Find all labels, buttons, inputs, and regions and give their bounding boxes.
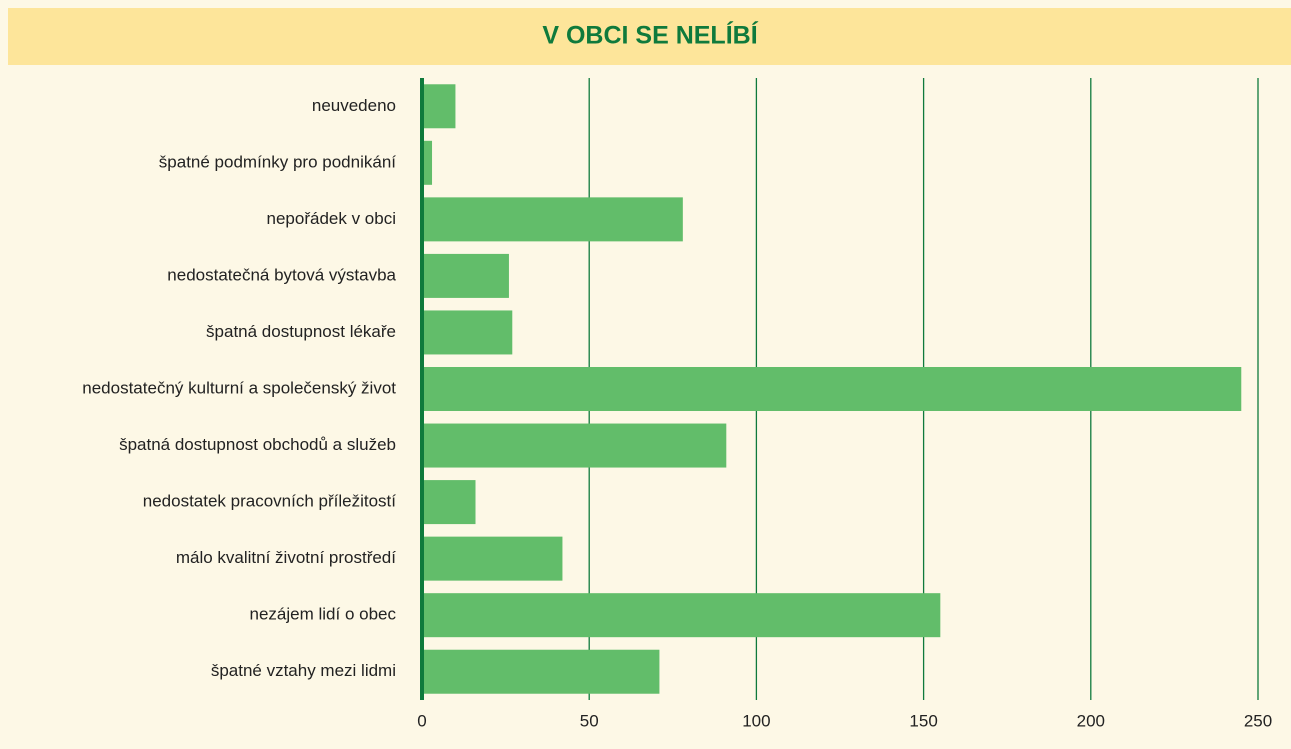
y-tick-label: nezájem lidí o obec — [250, 605, 397, 624]
y-tick-label: nedostatečný kulturní a společenský živo… — [82, 378, 396, 397]
bar — [422, 480, 476, 525]
y-tick-label: málo kvalitní životní prostředí — [176, 548, 396, 567]
bar — [422, 84, 456, 129]
bar — [422, 536, 563, 581]
bar — [422, 140, 433, 185]
y-tick-label: nedostatek pracovních příležitostí — [143, 492, 397, 511]
bar — [422, 310, 513, 355]
x-tick-label: 100 — [742, 711, 770, 730]
y-tick-label: nepořádek v obci — [267, 209, 396, 228]
y-tick-label: nedostatečná bytová výstavba — [167, 265, 396, 284]
x-tick-label: 0 — [417, 711, 426, 730]
y-tick-label: špatná dostupnost lékaře — [206, 322, 396, 341]
bar — [422, 253, 509, 298]
chart-title: V OBCI SE NELÍBÍ — [542, 21, 758, 50]
bar — [422, 593, 941, 638]
bar — [422, 423, 727, 468]
x-tick-label: 150 — [909, 711, 937, 730]
y-tick-label: špatná dostupnost obchodů a služeb — [119, 435, 396, 454]
bar — [422, 367, 1242, 411]
bar — [422, 197, 683, 242]
x-tick-label: 250 — [1244, 711, 1272, 730]
x-tick-label: 200 — [1077, 711, 1105, 730]
y-tick-label: neuvedeno — [312, 96, 396, 115]
bar — [422, 649, 660, 694]
y-tick-label: špatné vztahy mezi lidmi — [211, 661, 396, 680]
title-bar — [8, 8, 1291, 65]
x-tick-label: 50 — [580, 711, 599, 730]
y-tick-label: špatné podmínky pro podnikání — [159, 152, 396, 171]
